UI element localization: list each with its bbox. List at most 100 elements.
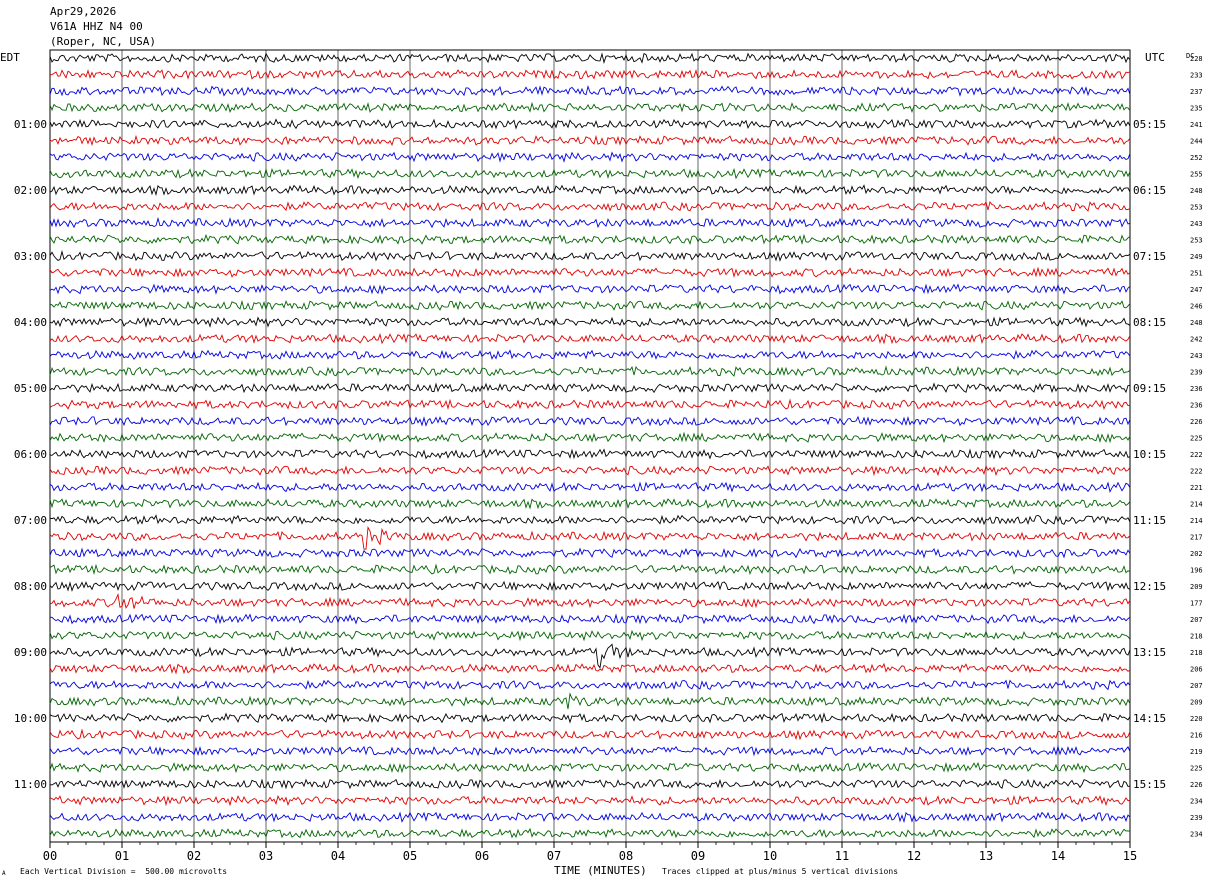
seismic-traces (49, 52, 1131, 839)
x-tick-label: 09 (691, 849, 705, 863)
right-zone-label: UTC (1145, 51, 1165, 64)
plot-frame (49, 49, 1131, 843)
x-tick-label: 03 (259, 849, 273, 863)
trace-line (49, 613, 1131, 625)
dc-offset-label: 214 (1190, 517, 1203, 525)
right-hour-label: 09:15 (1133, 382, 1166, 395)
trace-line (49, 481, 1131, 493)
right-hour-label: 07:15 (1133, 250, 1166, 263)
x-tick-label: 14 (1051, 849, 1065, 863)
trace-line (49, 662, 1131, 675)
trace-line (49, 514, 1131, 526)
dc-offset-label: 234 (1190, 831, 1203, 839)
left-hour-label: 03:00 (14, 250, 47, 263)
dc-offset-label: 222 (1190, 468, 1203, 476)
trace-line (49, 382, 1131, 394)
dc-offset-label: 216 (1190, 732, 1203, 740)
trace-line (49, 778, 1131, 790)
dc-offset-label: 246 (1190, 303, 1203, 311)
trace-line (49, 580, 1131, 592)
trace-line (49, 68, 1131, 80)
dc-offset-label: 243 (1190, 352, 1203, 360)
trace-line (49, 118, 1131, 130)
trace-line (49, 464, 1131, 477)
header-location: (Roper, NC, USA) (50, 35, 156, 48)
left-hour-label: 02:00 (14, 184, 47, 197)
dc-offset-label: 242 (1190, 336, 1203, 344)
dc-offset-label: 253 (1190, 204, 1203, 212)
x-tick-label: 12 (907, 849, 921, 863)
trace-line (49, 827, 1131, 839)
right-hour-label: 11:15 (1133, 514, 1166, 527)
left-hour-label: 11:00 (14, 778, 47, 791)
trace-line (49, 547, 1131, 559)
dc-offset-label: 222 (1190, 451, 1203, 459)
x-tick-label: 06 (475, 849, 489, 863)
trace-line (49, 349, 1131, 360)
x-tick-label: 07 (547, 849, 561, 863)
dc-offset-label: 236 (1190, 402, 1203, 410)
trace-line (49, 431, 1131, 444)
dc-offset-label: 209 (1190, 583, 1203, 591)
dc-offset-label: 226 (1190, 781, 1203, 789)
trace-line (49, 84, 1131, 97)
scale-note: Each Vertical Division = 500.00 microvol… (20, 867, 228, 876)
right-hour-label: 10:15 (1133, 448, 1166, 461)
trace-line (49, 283, 1131, 295)
trace-line (49, 643, 1131, 669)
left-hour-label: 04:00 (14, 316, 47, 329)
dc-offset-label: 248 (1190, 187, 1203, 195)
dc-offset-label: 243 (1190, 220, 1203, 228)
x-tick-label: 02 (187, 849, 201, 863)
right-hour-label: 06:15 (1133, 184, 1166, 197)
trace-line (49, 216, 1131, 229)
dc-offset-label: 177 (1190, 600, 1203, 608)
dc-offset-label: 228 (1190, 55, 1203, 63)
trace-line (49, 593, 1131, 609)
trace-line (49, 167, 1131, 180)
trace-line (49, 200, 1131, 212)
dc-offset-label: 196 (1190, 567, 1203, 575)
x-tick-label: 15 (1123, 849, 1137, 863)
x-tick-label: 13 (979, 849, 993, 863)
dc-offset-label: 225 (1190, 435, 1203, 443)
trace-line (49, 563, 1131, 576)
x-tick-label: 10 (763, 849, 777, 863)
trace-line (49, 101, 1131, 114)
trace-line (49, 761, 1131, 774)
right-hour-label: 08:15 (1133, 316, 1166, 329)
left-hour-label: 07:00 (14, 514, 47, 527)
trace-line (49, 233, 1131, 246)
left-zone-label: EDT (0, 51, 20, 64)
dc-offset-label: 252 (1190, 154, 1203, 162)
axis-labels: EDT UTC DC TIME (MINUTES) 228 233 237 235 24… (0, 51, 1203, 877)
trace-line (49, 712, 1131, 724)
clip-note: Traces clipped at plus/minus 5 vertical … (662, 867, 899, 876)
right-hour-label: 14:15 (1133, 712, 1166, 725)
trace-line (49, 679, 1131, 691)
x-axis-title: TIME (MINUTES) (554, 864, 647, 877)
dc-offset-label: 218 (1190, 633, 1203, 641)
header-date: Apr29,2026 (50, 5, 117, 18)
dc-offset-label: 244 (1190, 138, 1203, 146)
minute-grid: 00 01 02 03 04 05 06 07 08 09 10 11 12 13 14 15 (43, 49, 1137, 863)
dc-offset-label: 249 (1190, 253, 1203, 261)
x-tick-label: 00 (43, 849, 57, 863)
left-hour-label: 01:00 (14, 118, 47, 131)
dc-offset-label: 202 (1190, 550, 1203, 558)
trace-line (49, 415, 1131, 427)
dc-offset-label: 236 (1190, 385, 1203, 393)
trace-line (49, 365, 1131, 377)
trace-line (49, 332, 1131, 345)
dc-offset-label: 251 (1190, 270, 1203, 278)
x-tick-label: 08 (619, 849, 633, 863)
trace-line (49, 134, 1131, 147)
trace-line (49, 184, 1131, 197)
trace-line (49, 448, 1131, 460)
x-tick-label: 05 (403, 849, 417, 863)
dc-offset-label: 247 (1190, 286, 1203, 294)
trace-line (49, 728, 1131, 741)
dc-offset-label: 217 (1190, 534, 1203, 542)
trace-line (49, 794, 1131, 807)
